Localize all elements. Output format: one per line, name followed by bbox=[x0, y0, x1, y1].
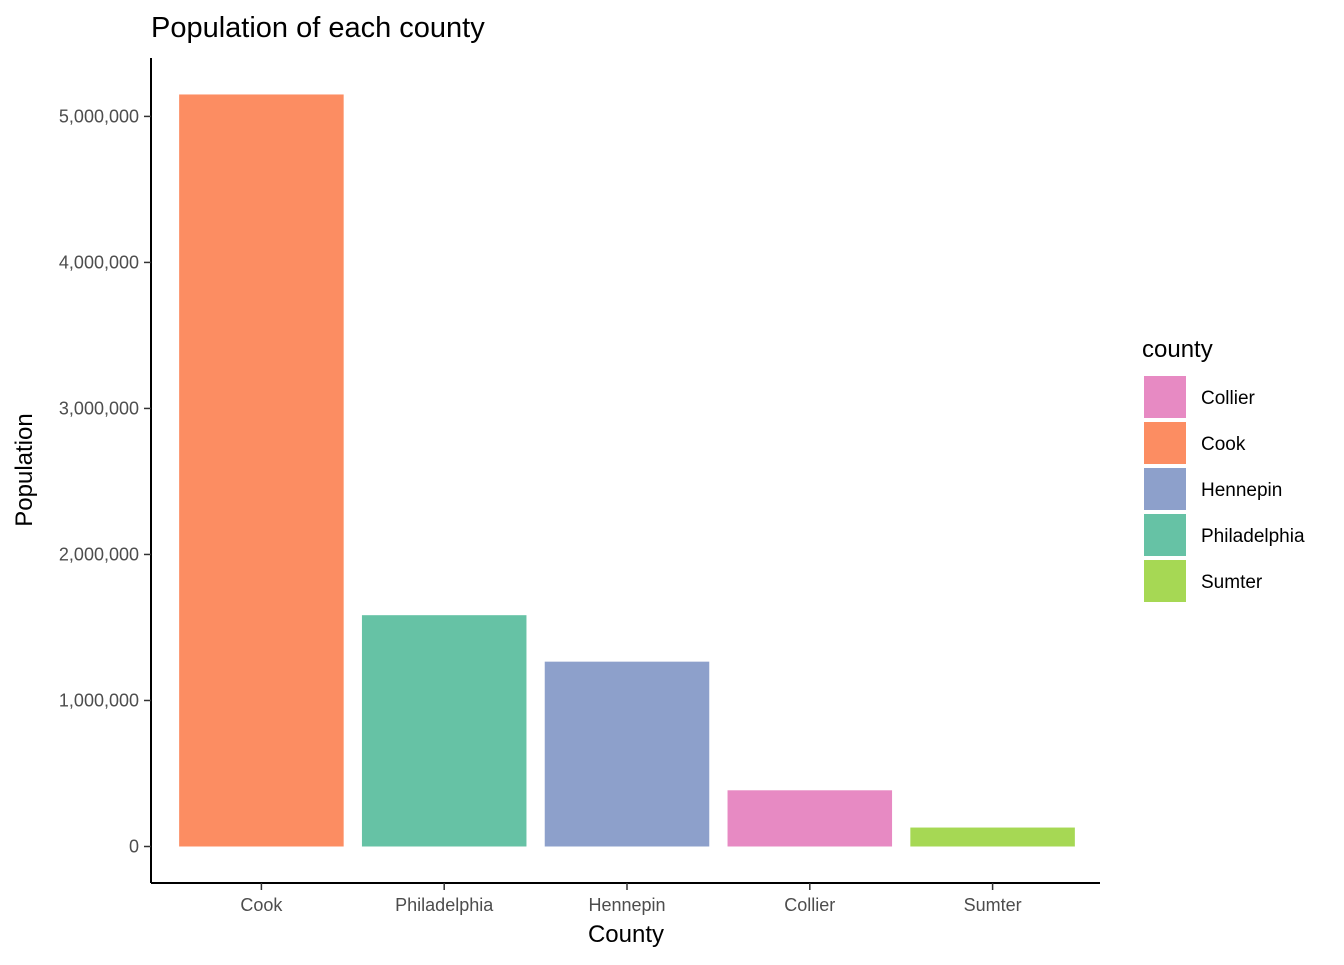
legend-key-sumter bbox=[1144, 560, 1186, 602]
legend-label-cook: Cook bbox=[1201, 434, 1246, 455]
y-tick-label: 2,000,000 bbox=[59, 544, 139, 564]
y-tick-label: 1,000,000 bbox=[59, 690, 139, 710]
bar-cook bbox=[179, 94, 344, 847]
legend-label-hennepin: Hennepin bbox=[1201, 480, 1282, 501]
legend-label-philadelphia: Philadelphia bbox=[1201, 526, 1305, 547]
legend-title: county bbox=[1142, 336, 1213, 363]
legend: county Collier Cook Hennepin Philadelphia Su… bbox=[1142, 336, 1305, 602]
y-tick-label: 5,000,000 bbox=[59, 106, 139, 126]
x-tick-label-cook: Cook bbox=[240, 895, 283, 915]
legend-key-philadelphia bbox=[1144, 514, 1186, 556]
x-tick-label-philadelphia: Philadelphia bbox=[395, 895, 494, 915]
y-tick-label: 0 bbox=[129, 836, 139, 856]
legend-label-collier: Collier bbox=[1201, 388, 1256, 409]
legend-key-hennepin bbox=[1144, 468, 1186, 510]
y-axis-title: Population bbox=[11, 413, 38, 526]
x-tick-label-collier: Collier bbox=[784, 895, 835, 915]
legend-entries: Collier Cook Hennepin Philadelphia Sumter bbox=[1144, 376, 1305, 602]
legend-label-sumter: Sumter bbox=[1201, 572, 1263, 593]
legend-key-collier bbox=[1144, 376, 1186, 418]
bar-collier bbox=[727, 790, 893, 847]
x-axis-title: County bbox=[588, 921, 664, 948]
legend-key-cook bbox=[1144, 422, 1186, 464]
bars-layer bbox=[179, 94, 1075, 847]
bar-hennepin bbox=[544, 661, 710, 847]
x-tick-label-sumter: Sumter bbox=[964, 895, 1022, 915]
x-axis: Cook Philadelphia Hennepin Collier Sumter bbox=[151, 882, 1100, 915]
bar-sumter bbox=[910, 827, 1075, 847]
y-axis: 0 1,000,000 2,000,000 3,000,000 4,000,000 5,0… bbox=[59, 58, 152, 883]
x-tick-label-hennepin: Hennepin bbox=[588, 895, 665, 915]
bar-philadelphia bbox=[361, 615, 527, 847]
y-tick-label: 4,000,000 bbox=[59, 252, 139, 272]
y-tick-label: 3,000,000 bbox=[59, 398, 139, 418]
chart-title: Population of each county bbox=[151, 12, 485, 44]
